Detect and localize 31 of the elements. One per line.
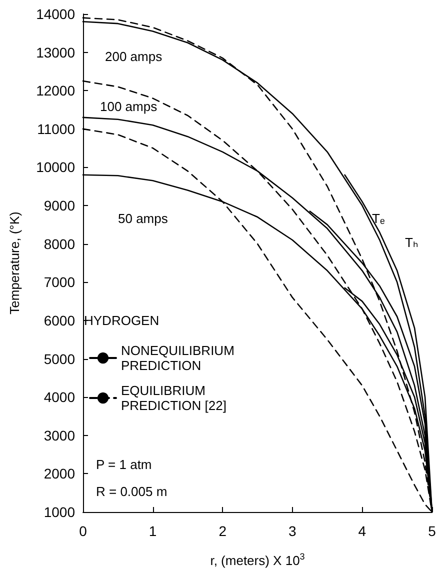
y-tick-label: 10000 — [36, 159, 76, 176]
y-tick-label: 11000 — [37, 120, 76, 137]
annotation: 200 amps — [105, 49, 163, 64]
y-tick-label: 14000 — [36, 6, 76, 22]
y-tick-label: 8000 — [44, 236, 76, 252]
y-tick-label: 13000 — [36, 44, 76, 60]
y-axis-title: Temperature, (°K) — [7, 212, 22, 314]
annotation: Tₑ — [372, 211, 385, 226]
x-tick-label: 2 — [218, 523, 227, 539]
y-tick-label: 6000 — [44, 312, 76, 328]
annotation: 50 amps — [118, 211, 168, 226]
annotation: R = 0.005 m — [96, 484, 168, 499]
y-tick-label: 1000 — [44, 504, 76, 520]
legend-label: EQUILIBRIUM PREDICTION [22] — [121, 383, 226, 413]
x-tick-label: 0 — [79, 523, 88, 539]
y-tick-label: 7000 — [44, 274, 76, 290]
x-tick-label: 5 — [428, 523, 436, 539]
y-tick-label: 2000 — [44, 466, 76, 482]
legend-title: HYDROGEN — [84, 313, 160, 328]
x-tick-label: 1 — [148, 523, 157, 539]
y-tick-label: 4000 — [44, 389, 76, 406]
annotation: 100 amps — [100, 99, 158, 114]
annotation: P = 1 atm — [96, 457, 152, 472]
x-tick-label: 3 — [288, 523, 296, 539]
legend-label: NONEQUILIBRIUM PREDICTION — [121, 343, 238, 373]
annotation: Tₕ — [405, 235, 418, 250]
y-tick-label: 9000 — [44, 198, 76, 214]
y-tick-label: 12000 — [36, 82, 76, 99]
x-tick-label: 4 — [358, 523, 366, 539]
y-tick-label: 5000 — [44, 350, 76, 367]
y-tick-label: 3000 — [44, 427, 76, 444]
